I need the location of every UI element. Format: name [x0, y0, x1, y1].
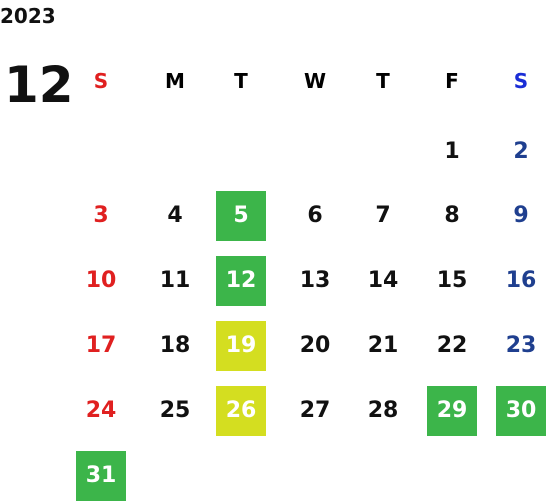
weekday-header-fri: F [445, 69, 459, 93]
year-label: 2023 [0, 4, 56, 28]
calendar-day-27[interactable]: 27 [299, 398, 331, 423]
calendar-day-19[interactable]: 19 [216, 321, 266, 371]
calendar-day-14[interactable]: 14 [367, 268, 399, 293]
calendar-day-13[interactable]: 13 [299, 268, 331, 293]
weekday-header-sun: S [93, 69, 109, 93]
calendar-day-11[interactable]: 11 [159, 268, 191, 293]
weekday-header-wed: W [303, 69, 327, 93]
calendar-day-15[interactable]: 15 [436, 268, 468, 293]
calendar-day-16[interactable]: 16 [505, 268, 537, 293]
calendar-day-6[interactable]: 6 [307, 203, 323, 228]
weekday-header-thu: T [376, 69, 390, 93]
calendar-day-12[interactable]: 12 [216, 256, 266, 306]
calendar-day-26[interactable]: 26 [216, 386, 266, 436]
calendar-day-22[interactable]: 22 [436, 333, 468, 358]
calendar-day-10[interactable]: 10 [85, 268, 117, 293]
calendar-day-2[interactable]: 2 [513, 139, 529, 164]
calendar-day-3[interactable]: 3 [93, 203, 109, 228]
calendar-day-21[interactable]: 21 [367, 333, 399, 358]
month-number: 12 [4, 56, 74, 114]
calendar-day-28[interactable]: 28 [367, 398, 399, 423]
calendar-day-18[interactable]: 18 [159, 333, 191, 358]
calendar-day-24[interactable]: 24 [85, 398, 117, 423]
calendar-day-29[interactable]: 29 [427, 386, 477, 436]
calendar-day-1[interactable]: 1 [444, 139, 460, 164]
calendar-day-8[interactable]: 8 [444, 203, 460, 228]
weekday-header-sat: S [513, 69, 529, 93]
calendar-day-30[interactable]: 30 [496, 386, 546, 436]
calendar-day-5[interactable]: 5 [216, 191, 266, 241]
calendar-day-31[interactable]: 31 [76, 451, 126, 501]
calendar-day-7[interactable]: 7 [375, 203, 391, 228]
weekday-header-mon: M [165, 69, 185, 93]
calendar-day-17[interactable]: 17 [85, 333, 117, 358]
calendar-day-4[interactable]: 4 [167, 203, 183, 228]
calendar-day-20[interactable]: 20 [299, 333, 331, 358]
weekday-header-tue: T [234, 69, 248, 93]
calendar-day-9[interactable]: 9 [513, 203, 529, 228]
calendar-day-23[interactable]: 23 [505, 333, 537, 358]
calendar-day-25[interactable]: 25 [159, 398, 191, 423]
